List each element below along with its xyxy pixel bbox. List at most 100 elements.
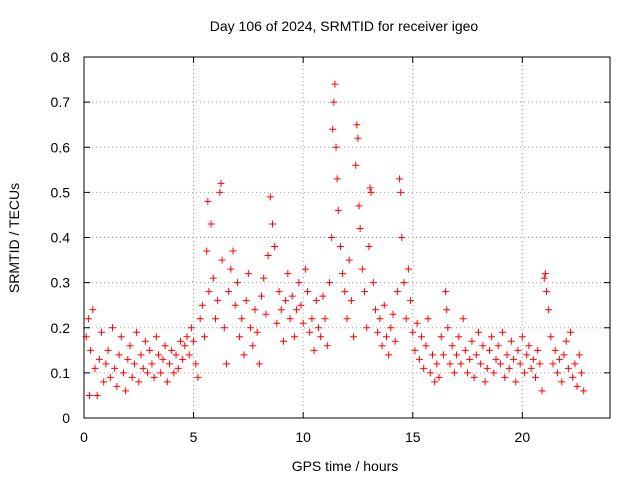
data-point <box>317 333 325 341</box>
data-point <box>371 306 379 314</box>
data-point <box>477 360 485 368</box>
data-point <box>293 306 301 314</box>
data-point <box>242 297 250 305</box>
data-point <box>312 297 320 305</box>
data-point <box>523 351 531 359</box>
data-point <box>297 301 305 309</box>
x-tick-label: 0 <box>80 429 88 445</box>
data-point <box>350 333 358 341</box>
data-point <box>424 315 432 323</box>
data-point <box>170 369 178 377</box>
data-point <box>578 369 586 377</box>
data-point <box>179 355 187 363</box>
data-point <box>347 297 355 305</box>
data-point <box>382 333 390 341</box>
data-point <box>133 328 141 336</box>
data-point <box>229 247 237 255</box>
data-point <box>433 360 441 368</box>
data-point <box>329 125 337 133</box>
data-point <box>135 378 143 386</box>
data-point <box>332 143 340 151</box>
data-point <box>124 355 132 363</box>
data-point <box>249 342 257 350</box>
data-point <box>450 369 458 377</box>
data-point <box>464 369 472 377</box>
x-tick-label: 15 <box>405 429 421 445</box>
data-point <box>437 333 445 341</box>
chart-title: Day 106 of 2024, SRMTID for receiver ige… <box>210 18 479 34</box>
data-point <box>266 193 274 201</box>
data-point <box>564 364 572 372</box>
data-point <box>422 342 430 350</box>
data-point <box>93 391 101 399</box>
data-point <box>141 337 149 345</box>
data-point <box>343 315 351 323</box>
data-point <box>271 243 279 251</box>
data-point <box>356 224 364 232</box>
data-point <box>492 355 500 363</box>
data-point <box>231 301 239 309</box>
axis-ticks <box>83 56 610 419</box>
data-point <box>159 355 167 363</box>
data-point <box>457 360 465 368</box>
data-point <box>453 351 461 359</box>
data-point <box>545 306 553 314</box>
data-point <box>222 360 230 368</box>
data-point <box>569 373 577 381</box>
data-point <box>374 328 382 336</box>
data-point <box>163 378 171 386</box>
data-point <box>444 324 452 332</box>
y-tick-label: 0 <box>62 410 70 426</box>
data-point <box>562 337 570 345</box>
data-point <box>268 220 276 228</box>
data-point <box>323 342 331 350</box>
data-point <box>225 288 233 296</box>
data-point <box>389 310 397 318</box>
data-point <box>560 351 568 359</box>
data-point <box>157 369 165 377</box>
data-point <box>538 387 546 395</box>
data-point <box>369 279 377 287</box>
y-tick-labels: 0 0.1 0.2 0.3 0.4 0.5 0.6 0.7 0.8 <box>51 49 71 426</box>
data-point <box>87 346 95 354</box>
data-point <box>100 378 108 386</box>
data-point <box>106 373 114 381</box>
data-point <box>216 188 224 196</box>
data-point <box>512 378 520 386</box>
data-point <box>128 373 136 381</box>
y-tick-label: 0.5 <box>51 184 71 200</box>
data-point <box>455 333 463 341</box>
data-point <box>306 328 314 336</box>
data-point <box>161 342 169 350</box>
data-point <box>319 292 327 300</box>
data-point <box>353 121 361 129</box>
data-point <box>446 360 454 368</box>
data-point <box>514 346 522 354</box>
data-point <box>431 378 439 386</box>
gridlines <box>84 57 610 418</box>
data-point <box>439 351 447 359</box>
data-point <box>286 315 294 323</box>
data-point <box>144 369 152 377</box>
data-point <box>475 328 482 336</box>
data-point <box>84 315 92 323</box>
data-point <box>367 188 375 196</box>
data-point <box>198 301 206 309</box>
data-point <box>253 328 261 336</box>
data-point <box>549 360 557 368</box>
data-point <box>150 373 158 381</box>
data-point <box>240 351 248 359</box>
data-point <box>301 265 309 273</box>
data-point <box>355 202 363 210</box>
data-point <box>284 270 292 278</box>
x-axis-label: GPS time / hours <box>292 458 399 474</box>
data-point <box>220 324 228 332</box>
data-point <box>398 234 406 241</box>
y-tick-label: 0.4 <box>51 230 71 246</box>
data-point <box>334 206 342 214</box>
data-point <box>258 292 266 300</box>
data-point <box>333 175 341 183</box>
data-point <box>397 188 405 196</box>
data-point <box>352 161 360 169</box>
data-point <box>146 346 154 354</box>
